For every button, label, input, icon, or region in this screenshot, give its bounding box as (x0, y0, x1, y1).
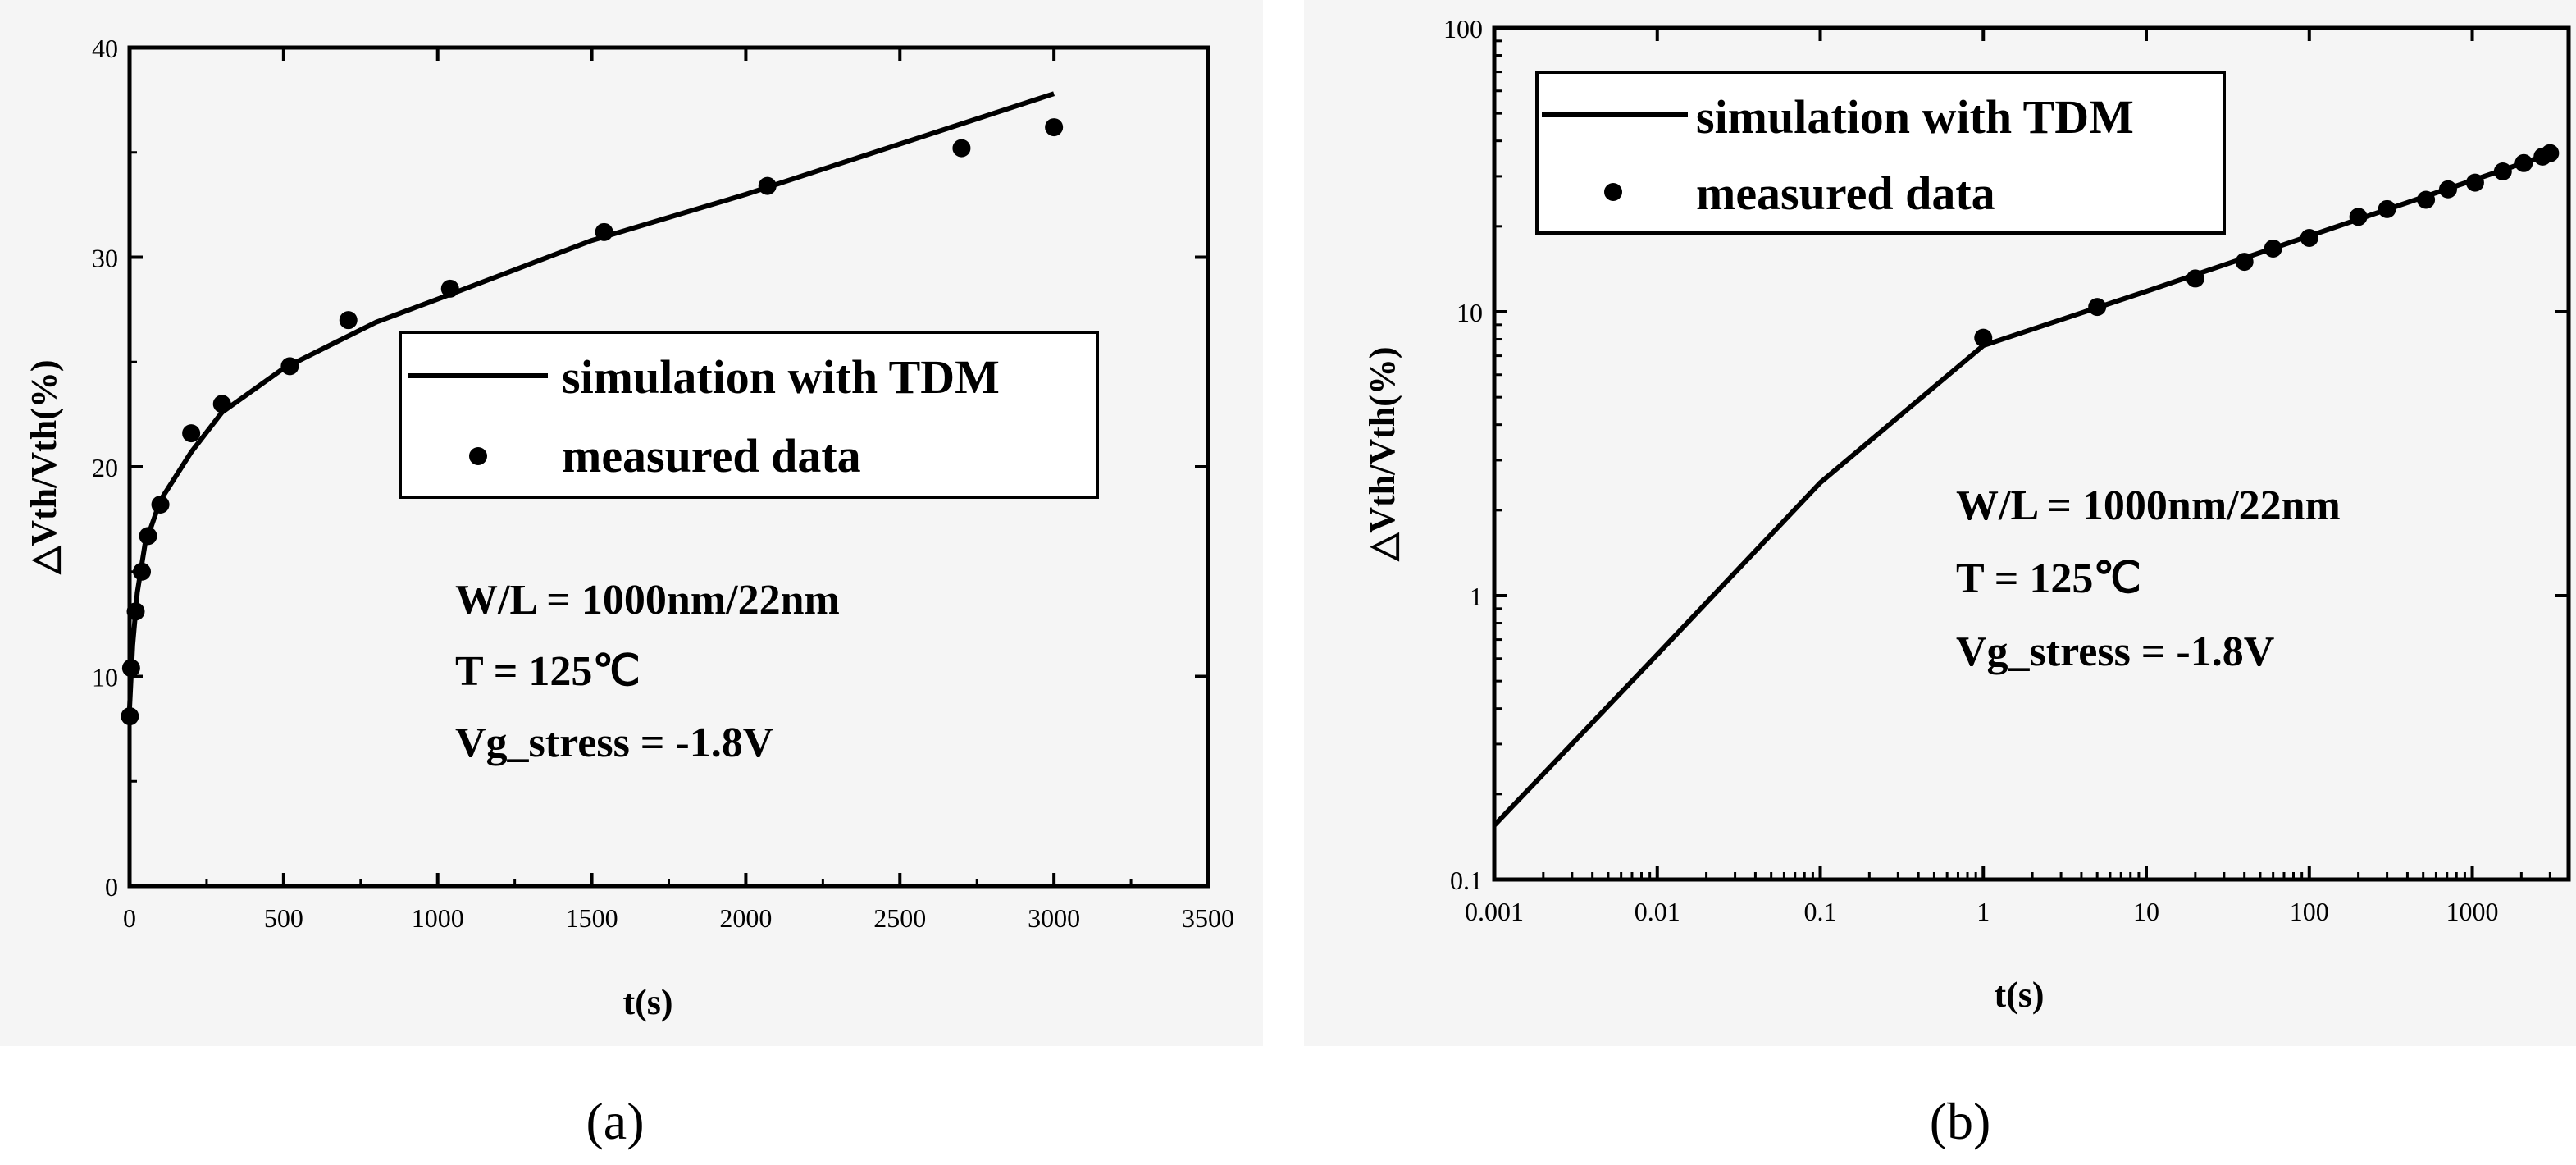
plot-b-measured-point (2417, 190, 2436, 209)
plot-b-measured-point (2465, 173, 2484, 192)
plot-b-x-tick-label: 1000 (2446, 897, 2499, 926)
plot-a-x-tick-label: 1000 (412, 903, 464, 933)
plot-a-y-tick-label: 20 (92, 453, 118, 482)
plot-a-measured-point (952, 139, 971, 158)
plot-b-series (1492, 144, 2560, 828)
plot-a-x-tick-label: 3500 (1182, 903, 1234, 933)
plot-a-y-axis-label: △Vth/Vth(%) (24, 359, 64, 574)
plot-b-measured-point (2186, 269, 2204, 288)
plot-a-measured-point (212, 395, 231, 413)
plot-a-measured-point (440, 279, 459, 298)
plot-a-measured-point (121, 707, 139, 726)
plot-b-x-tick-label: 100 (2290, 897, 2329, 926)
plot-a-simulation-line (127, 91, 1055, 708)
panel-a-caption: (a) (586, 1092, 644, 1150)
plot-a-ticks: 0 500 1000 1500 2000 2500 3000 3500 0 10 20 30 40 (92, 34, 1234, 933)
plot-a-measured-point (595, 222, 613, 241)
plot-a-measured-point (121, 659, 140, 678)
plot-a-legend-box (399, 331, 1099, 499)
panel-b-caption: (b) (1930, 1092, 1991, 1150)
plot-b-legend-box (1535, 71, 2226, 235)
plot-b-measured-point (2378, 199, 2396, 218)
plot-a-measured-point (182, 424, 201, 443)
plot-a-y-tick-label: 40 (92, 34, 118, 63)
plot-a-x-tick-label: 1500 (566, 903, 618, 933)
panel-a-background (0, 0, 1263, 1046)
plot-a-x-tick-label: 500 (264, 903, 303, 933)
plot-a-legend-measured: measured data (562, 429, 861, 482)
plot-b-measured-point (2541, 144, 2560, 162)
plot-b-annotation-wl: W/L = 1000nm/22nm (1956, 482, 2341, 529)
plot-b-y-axis-label: △Vth/Vth(%) (1362, 346, 1402, 561)
plot-b-y-tick-label: 100 (1443, 14, 1483, 43)
plot-b-x-tick-label: 0.001 (1465, 897, 1524, 926)
plot-b-x-tick-label: 0.1 (1804, 897, 1837, 926)
plot-a-y-tick-label: 30 (92, 244, 118, 273)
plot-a-x-tick-label: 2500 (873, 903, 926, 933)
plot-b-measured-point (2235, 253, 2254, 272)
plot-a-measured-point (339, 311, 358, 330)
plot-a-measured-point (151, 495, 170, 514)
plot-b-y-tick-label: 10 (1457, 298, 1483, 327)
plot-b-legend-marker-swatch (1604, 183, 1622, 201)
plot-b-measured-point (2349, 208, 2368, 226)
plot-b-measured-point (2088, 298, 2107, 317)
plot-a-x-tick-label: 0 (123, 903, 136, 933)
plot-a-legend-marker-swatch (469, 447, 487, 465)
plot-a-y-tick-label: 10 (92, 663, 118, 692)
plot-b-measured-point (2438, 180, 2457, 199)
plot-b-measured-point (2514, 153, 2533, 172)
plot-b-y-tick-label: 0.1 (1450, 866, 1483, 895)
plot-b-legend-simulation: simulation with TDM (1696, 90, 2134, 144)
plot-a-legend-simulation: simulation with TDM (562, 350, 1000, 404)
plot-b-x-tick-label: 0.01 (1635, 897, 1680, 926)
plot-a-series (121, 91, 1064, 726)
plot-a-x-tick-label: 3000 (1028, 903, 1080, 933)
plot-b-x-tick-label: 1 (1976, 897, 1990, 926)
plot-b-measured-point (2493, 162, 2512, 181)
plot-b-x-tick-label: 10 (2133, 897, 2159, 926)
plot-b-measured-point (1974, 328, 1993, 347)
plot-a-measured-point (280, 357, 299, 376)
plot-a-annotation-wl: W/L = 1000nm/22nm (455, 577, 840, 624)
plot-b-annotation-temp: T = 125℃ (1956, 555, 2141, 602)
plot-a-annotation-temp: T = 125℃ (455, 648, 641, 695)
plot-a-measured-point (139, 527, 157, 546)
plot-a-measured-point (126, 602, 145, 621)
plot-a-y-tick-label: 0 (105, 872, 118, 902)
plot-b-y-tick-label: 1 (1470, 582, 1483, 611)
plot-b-legend-measured: measured data (1696, 167, 1995, 220)
plot-b-annotation-vg: Vg_stress = -1.8V (1956, 628, 2274, 675)
plot-b-measured-point (2264, 239, 2282, 258)
plot-a-annotation-vg: Vg_stress = -1.8V (455, 720, 773, 766)
plot-a-measured-point (758, 176, 777, 195)
plot-b-ticks: 0.001 0.01 0.1 1 10 100 1000 0.1 1 10 100 (1443, 14, 2569, 926)
plot-b-measured-point (2300, 229, 2318, 248)
plot-a-measured-point (133, 562, 152, 581)
plot-a-x-tick-label: 2000 (719, 903, 772, 933)
plot-a-measured-point (1045, 118, 1064, 137)
plot-a-x-axis-label: t(s) (622, 982, 672, 1022)
plot-b-x-axis-label: t(s) (1994, 975, 2044, 1015)
